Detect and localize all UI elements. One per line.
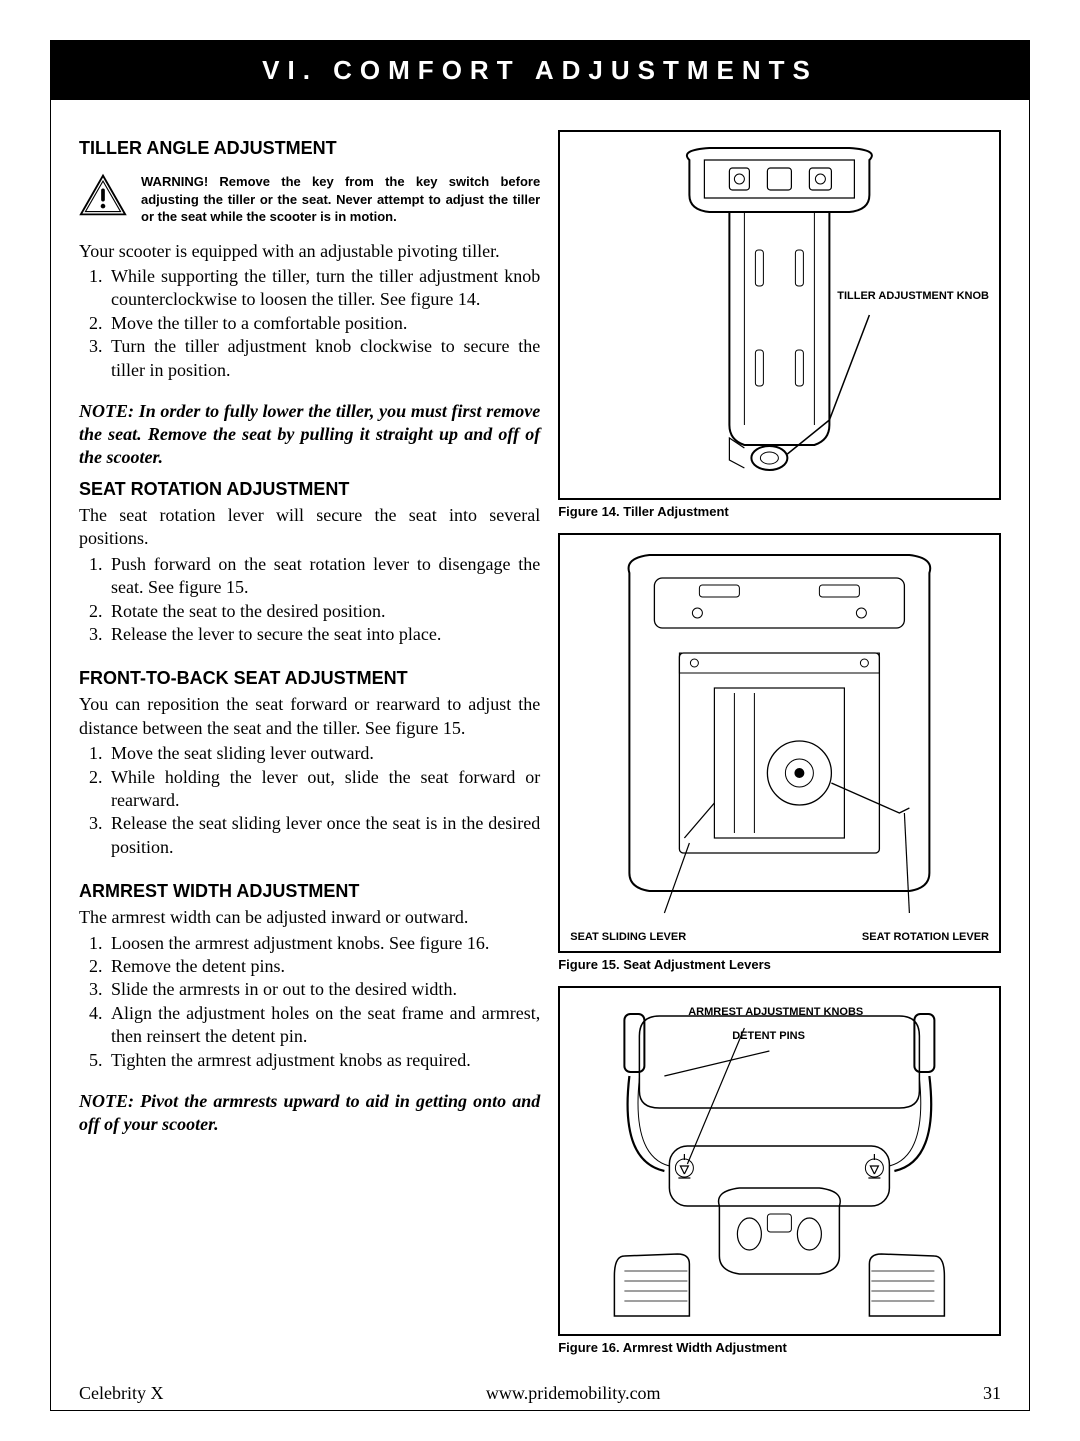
list-item: While supporting the tiller, turn the ti… (107, 265, 540, 312)
fig16-pins-label: DETENT PINS (732, 1030, 805, 1042)
heading-armrest: ARMREST WIDTH ADJUSTMENT (79, 881, 540, 902)
front-back-steps: Move the seat sliding lever outward. Whi… (79, 742, 540, 859)
tiller-steps: While supporting the tiller, turn the ti… (79, 265, 540, 382)
seat-rotation-intro: The seat rotation lever will secure the … (79, 504, 540, 551)
warning-text: WARNING! Remove the key from the key swi… (141, 173, 540, 226)
armrest-note: NOTE: Pivot the armrests upward to aid i… (79, 1090, 540, 1136)
fig16-caption: Figure 16. Armrest Width Adjustment (558, 1340, 1001, 1355)
list-item: Move the seat sliding lever outward. (107, 742, 540, 765)
tiller-diagram-icon (568, 140, 991, 490)
heading-tiller: TILLER ANGLE ADJUSTMENT (79, 138, 540, 159)
footer-model: Celebrity X (79, 1383, 163, 1404)
heading-front-back: FRONT-TO-BACK SEAT ADJUSTMENT (79, 668, 540, 689)
figure-14-box: TILLER ADJUSTMENT KNOB (558, 130, 1001, 500)
fig14-knob-label: TILLER ADJUSTMENT KNOB (837, 290, 989, 302)
page-footer: Celebrity X www.pridemobility.com 31 (51, 1373, 1029, 1410)
fig15-rotation-label: SEAT ROTATION LEVER (862, 931, 989, 943)
list-item: Turn the tiller adjustment knob clockwis… (107, 335, 540, 382)
fig15-caption: Figure 15. Seat Adjustment Levers (558, 957, 1001, 972)
list-item: Slide the armrests in or out to the desi… (107, 978, 540, 1001)
list-item: Move the tiller to a comfortable positio… (107, 312, 540, 335)
seat-rotation-steps: Push forward on the seat rotation lever … (79, 553, 540, 647)
list-item: Release the lever to secure the seat int… (107, 623, 540, 646)
fig15-sliding-label: SEAT SLIDING LEVER (570, 931, 686, 943)
two-column-layout: TILLER ANGLE ADJUSTMENT WARNING! Remove … (51, 130, 1029, 1373)
warning-block: WARNING! Remove the key from the key swi… (79, 173, 540, 226)
footer-page-number: 31 (983, 1383, 1001, 1404)
heading-seat-rotation: SEAT ROTATION ADJUSTMENT (79, 479, 540, 500)
list-item: Loosen the armrest adjustment knobs. See… (107, 932, 540, 955)
front-back-intro: You can reposition the seat forward or r… (79, 693, 540, 740)
armrest-steps: Loosen the armrest adjustment knobs. See… (79, 932, 540, 1072)
figures-column: TILLER ADJUSTMENT KNOB Figure 14. Tiller… (558, 130, 1001, 1355)
list-item: Rotate the seat to the desired position. (107, 600, 540, 623)
list-item: While holding the lever out, slide the s… (107, 766, 540, 813)
list-item: Push forward on the seat rotation lever … (107, 553, 540, 600)
fig16-knobs-label: ARMREST ADJUSTMENT KNOBS (688, 1006, 863, 1018)
seat-diagram-icon (568, 543, 991, 943)
list-item: Tighten the armrest adjustment knobs as … (107, 1049, 540, 1072)
figure-15-box: SEAT SLIDING LEVER SEAT ROTATION LEVER (558, 533, 1001, 953)
footer-url: www.pridemobility.com (486, 1383, 661, 1404)
list-item: Remove the detent pins. (107, 955, 540, 978)
tiller-intro: Your scooter is equipped with an adjusta… (79, 240, 540, 263)
section-header: VI. COMFORT ADJUSTMENTS (51, 41, 1029, 100)
warning-icon (79, 173, 127, 217)
list-item: Release the seat sliding lever once the … (107, 812, 540, 859)
page-frame: VI. COMFORT ADJUSTMENTS TILLER ANGLE ADJ… (50, 40, 1030, 1411)
armrest-intro: The armrest width can be adjusted inward… (79, 906, 540, 929)
tiller-note: NOTE: In order to fully lower the tiller… (79, 400, 540, 469)
fig14-caption: Figure 14. Tiller Adjustment (558, 504, 1001, 519)
list-item: Align the adjustment holes on the seat f… (107, 1002, 540, 1049)
armrest-diagram-icon (568, 996, 991, 1326)
figure-16-box: ARMREST ADJUSTMENT KNOBS DETENT PINS (558, 986, 1001, 1336)
text-column: TILLER ANGLE ADJUSTMENT WARNING! Remove … (79, 130, 540, 1355)
